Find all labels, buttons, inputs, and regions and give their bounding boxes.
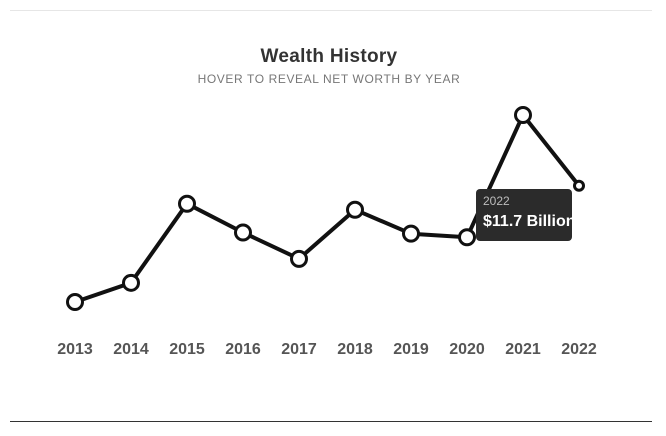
- x-axis-ticks: 2013 2014 2015 2016 2017 2018 2019 2020 2021 2022: [57, 341, 597, 358]
- tooltip-year: 2022: [483, 194, 510, 208]
- data-point-2020[interactable]: [458, 228, 476, 247]
- data-point-2019[interactable]: [402, 224, 420, 243]
- data-point-2015[interactable]: [178, 194, 196, 213]
- data-point-2016[interactable]: [234, 223, 252, 242]
- x-tick-2021: 2021: [505, 341, 541, 358]
- tooltip-value: $11.7 Billion: [483, 213, 576, 230]
- data-point-2017[interactable]: [290, 249, 308, 268]
- data-point-2013[interactable]: [66, 293, 84, 311]
- x-tick-2015: 2015: [169, 341, 205, 358]
- marker-layer: [66, 106, 585, 311]
- hover-tooltip: 2022 $11.7 Billion: [476, 189, 576, 241]
- x-tick-2020: 2020: [449, 341, 485, 358]
- data-point-2021[interactable]: [514, 106, 532, 124]
- series-layer: [73, 113, 581, 304]
- x-tick-2013: 2013: [57, 341, 93, 358]
- bottom-divider: [10, 421, 652, 422]
- data-point-2014[interactable]: [122, 273, 140, 292]
- x-tick-2018: 2018: [337, 341, 373, 358]
- top-divider: [10, 10, 652, 11]
- x-tick-2017: 2017: [281, 341, 317, 358]
- data-point-2022[interactable]: [573, 179, 585, 192]
- chart-subtitle: HOVER TO REVEAL NET WORTH BY YEAR: [197, 72, 461, 86]
- data-point-2018[interactable]: [346, 200, 364, 219]
- chart-title: Wealth History: [260, 46, 398, 67]
- series-line: [73, 113, 581, 304]
- x-tick-2022: 2022: [561, 341, 597, 358]
- x-tick-2014: 2014: [113, 341, 149, 358]
- x-tick-2019: 2019: [393, 341, 429, 358]
- x-tick-2016: 2016: [225, 341, 261, 358]
